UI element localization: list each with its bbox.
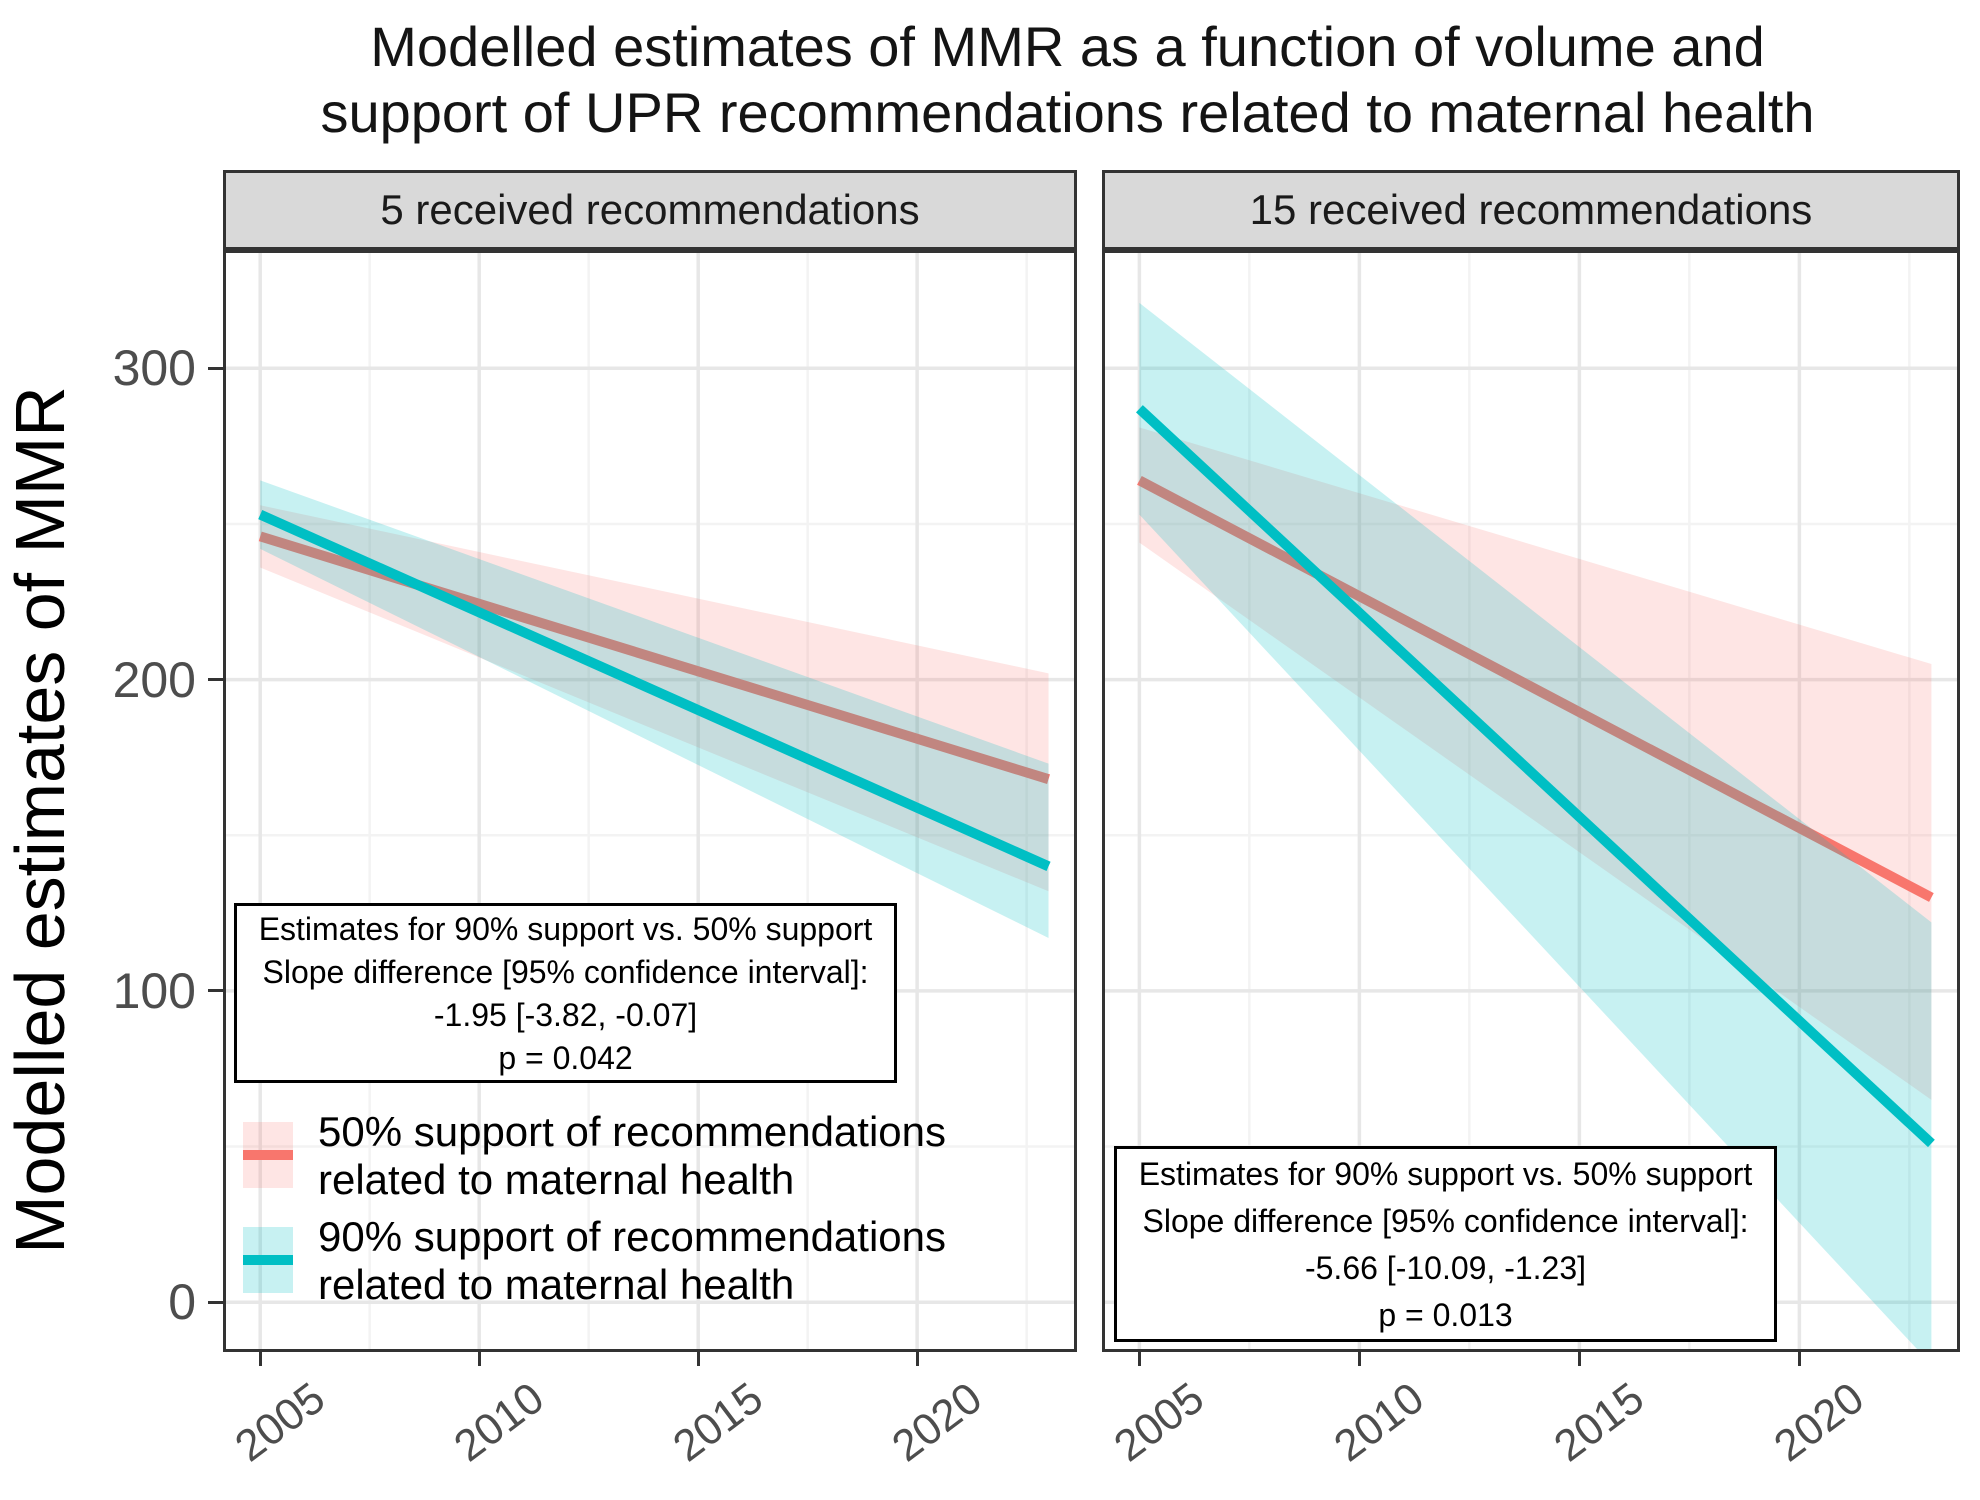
facet-strip-15-recommendations: 15 received recommendations [1102, 170, 1960, 250]
legend-label-90pct-line2: related to maternal health [318, 1261, 795, 1308]
annotation-left-slope: -1.95 [-3.82, -0.07] [433, 997, 698, 1033]
y-tick-mark [208, 366, 223, 370]
x-tick-label: 2005 [226, 1373, 335, 1472]
ci-band-90pct [1139, 302, 1932, 1352]
y-tick-label: 0 [168, 1274, 196, 1331]
x-tick-mark [258, 1352, 262, 1366]
x-tick-mark [1797, 1352, 1801, 1366]
y-tick-label: 200 [112, 651, 196, 708]
annotation-right-line1: Estimates for 90% support vs. 50% suppor… [1138, 1156, 1753, 1192]
y-tick-label: 300 [112, 340, 196, 397]
annotation-left-line2: Slope difference [95% confidence interva… [262, 954, 869, 990]
trend-line-50pct [1137, 475, 1934, 902]
y-tick-mark [208, 1300, 223, 1304]
y-tick-mark [208, 989, 223, 993]
x-tick-label: 2005 [1105, 1373, 1214, 1472]
trend-line-90pct [1135, 405, 1935, 1148]
legend-key-90pct-icon [243, 1227, 293, 1293]
ci-band-90pct [260, 480, 1049, 938]
x-tick-mark [1137, 1352, 1141, 1366]
chart-title-line1: Modelled estimates of MMR as a function … [370, 15, 1765, 78]
annotation-right-slope: -5.66 [-10.09, -1.23] [1304, 1250, 1587, 1286]
chart-title-line2: support of UPR recommendations related t… [320, 81, 1815, 144]
legend-key-90pct-line-icon [243, 1255, 293, 1265]
panel-border [1102, 250, 1960, 1352]
x-tick-mark [1577, 1352, 1581, 1366]
annotation-right-line2: Slope difference [95% confidence interva… [1142, 1203, 1749, 1239]
annotation-right-pvalue: p = 0.013 [1378, 1297, 1513, 1333]
facet-strip-5-recommendations: 5 received recommendations [223, 170, 1077, 250]
legend-label-50pct: 50% support of recommendations related t… [318, 1108, 946, 1204]
x-tick-mark [915, 1352, 919, 1366]
x-tick-label: 2010 [1325, 1373, 1434, 1472]
x-tick-mark [477, 1352, 481, 1366]
legend-label-90pct-line1: 90% support of recommendations [318, 1213, 947, 1260]
x-tick-mark [1357, 1352, 1361, 1366]
x-tick-label: 2020 [883, 1373, 992, 1472]
x-tick-label: 2020 [1765, 1373, 1874, 1472]
chart-title: Modelled estimates of MMR as a function … [155, 14, 1980, 146]
x-tick-label: 2010 [445, 1373, 554, 1472]
legend-key-50pct-line-icon [243, 1150, 293, 1160]
y-tick-mark [208, 678, 223, 682]
annotation-left-pvalue: p = 0.042 [498, 1040, 633, 1076]
y-tick-label: 100 [112, 962, 196, 1019]
legend-label-90pct: 90% support of recommendations related t… [318, 1213, 946, 1309]
x-tick-mark [696, 1352, 700, 1366]
annotation-box-left: Estimates for 90% support vs. 50% suppor… [234, 903, 897, 1083]
panel-border [223, 250, 1077, 1352]
x-tick-label: 2015 [664, 1373, 773, 1472]
plot-panel-5-recommendations [223, 250, 1077, 1352]
legend-label-50pct-line1: 50% support of recommendations [318, 1108, 947, 1155]
y-axis-title: Modelled estimates of MMR [1, 386, 79, 1254]
panel-svg-0 [223, 250, 1077, 1352]
annotation-box-right: Estimates for 90% support vs. 50% suppor… [1114, 1146, 1777, 1342]
x-tick-label: 2015 [1545, 1373, 1654, 1472]
trend-line-90pct [258, 510, 1051, 871]
legend-label-50pct-line2: related to maternal health [318, 1156, 795, 1203]
legend-key-50pct-icon [243, 1122, 293, 1188]
annotation-left-line1: Estimates for 90% support vs. 50% suppor… [258, 911, 873, 947]
